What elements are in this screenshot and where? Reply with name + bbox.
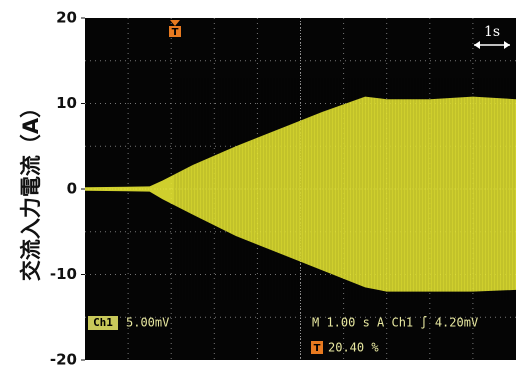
y-tick-label: 0	[67, 180, 77, 198]
y-tick-label: 20	[56, 9, 77, 27]
channel-label: Ch1	[93, 316, 113, 329]
volts-label: 5.00mV	[126, 316, 169, 330]
chart: 交流入力電流（A） 1s T Ch1 5.00mV M 1.00 s A Ch1…	[0, 0, 518, 369]
trigger-marker-2: T	[314, 343, 321, 354]
trigger-marker: T	[172, 27, 179, 38]
scale-label: 1s	[484, 24, 500, 40]
y-tick-label: 10	[56, 94, 77, 112]
position-label: 20.40 %	[328, 341, 379, 355]
timebase-label: M 1.00 s A Ch1 ∫ 4.20mV	[312, 316, 478, 330]
page: 交流入力電流（A） 1s T Ch1 5.00mV M 1.00 s A Ch1…	[0, 0, 518, 369]
y-tick-label: -10	[50, 265, 77, 283]
y-axis-title: 交流入力電流（A）	[19, 97, 43, 281]
y-tick-label: -20	[50, 351, 77, 369]
